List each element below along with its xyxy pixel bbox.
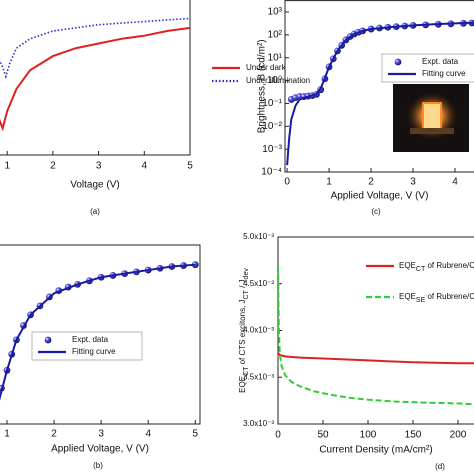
x-tick-label: 4 <box>145 429 151 440</box>
x-tick-label: 1 <box>326 177 332 188</box>
x-axis-label: Applied Voltage, V (V) <box>51 444 149 455</box>
plot-area <box>286 19 474 166</box>
y-tick-label: 3.0x10⁻³ <box>243 419 274 428</box>
x-tick-label: 2 <box>51 429 57 440</box>
legend-label: Under dark <box>246 63 287 72</box>
data-line <box>278 352 474 365</box>
x-tick-label: 3 <box>96 161 102 172</box>
plot-area <box>0 261 199 401</box>
y-tick-label: 4.0x10⁻³ <box>243 326 274 335</box>
y-tick-label: 10⁻¹ <box>262 98 282 109</box>
x-tick-label: 2 <box>368 177 374 188</box>
label-part: EQE <box>238 376 247 393</box>
y-tick-label: 3.5x10⁻³ <box>243 372 274 381</box>
label-part: CT <box>243 366 250 376</box>
label: EQECT of Rubrene/C60 <box>399 261 474 273</box>
legend-label: Fitting curve <box>72 347 116 356</box>
x-tick-label: 1 <box>4 429 10 440</box>
legend-label: Under illumination <box>246 76 310 85</box>
legend-marker <box>44 336 52 344</box>
x-axis-label: Current Density (mA/cm²) <box>319 445 432 456</box>
y-tick-label: 10³ <box>268 7 283 18</box>
plot-frame <box>0 244 201 425</box>
legend-box <box>31 331 143 361</box>
x-tick-label: 4 <box>452 177 458 188</box>
x-tick-label: 1 <box>4 161 10 172</box>
data-line <box>278 265 474 406</box>
x-axis-label: Voltage (V) <box>70 180 119 191</box>
y-tick-label: 10⁻⁴ <box>261 167 282 178</box>
y-tick-label: 4.5x10⁻³ <box>243 279 274 288</box>
x-tick-label: 4 <box>142 161 148 172</box>
label-part: dev <box>243 268 250 280</box>
caption: (a) <box>90 207 100 216</box>
label: EQECT of CTS excitons, JCT / Jdev <box>238 268 250 393</box>
panel: 0 1 2 3 4 10³ 10² 10¹ 10⁰ 10⁻¹ 10⁻² 10⁻³ 10⁻⁴ Applied… <box>257 0 474 216</box>
data-line <box>0 263 196 401</box>
label-part: SE <box>416 297 426 304</box>
x-tick-label: 50 <box>317 430 329 441</box>
legend-label: Expt. data <box>422 57 459 66</box>
label-part: of CTS excitons, J <box>238 299 247 366</box>
y-tick-label: 10¹ <box>268 52 283 63</box>
caption: (d) <box>435 462 445 471</box>
y-tick-label: 10⁰ <box>267 75 282 86</box>
caption: (c) <box>371 207 381 216</box>
label: EQESE of Rubrene/C60 <box>399 292 474 304</box>
x-tick-label: 0 <box>284 177 290 188</box>
x-tick-label: 200 <box>450 430 467 441</box>
x-tick-label: 5 <box>187 161 193 172</box>
x-tick-label: 0 <box>275 430 281 441</box>
data-line <box>0 26 190 132</box>
x-tick-label: 100 <box>360 430 377 441</box>
plot-area <box>0 17 190 132</box>
x-axis-label: Applied Voltage, V (V) <box>331 191 429 202</box>
label-part: EQE <box>399 292 416 301</box>
plot-area <box>278 265 474 406</box>
x-tick-label: 150 <box>405 430 422 441</box>
plot-frame <box>284 0 474 173</box>
label-part: CT <box>243 289 250 299</box>
label-part: CT <box>416 266 426 273</box>
y-axis-label: Brightness, B (cd/m²) <box>257 39 268 133</box>
label-part: of Rubrene/C <box>425 292 474 301</box>
caption: (b) <box>93 461 103 470</box>
data-line <box>0 17 190 80</box>
legend-label: Expt. data <box>72 335 109 344</box>
x-tick-label: 5 <box>193 429 199 440</box>
label-part: / J <box>238 279 247 290</box>
y-tick-label: 10² <box>268 30 283 41</box>
y-tick-label: 10⁻³ <box>262 144 282 155</box>
x-tick-label: 2 <box>50 161 56 172</box>
inset-photo <box>393 84 469 152</box>
x-tick-label: 3 <box>98 429 104 440</box>
panel: 0 50 100 150 200 5.0x10⁻³ 4.5x10⁻³ 4.0x10⁻³ 3.5x… <box>238 232 474 471</box>
data-line <box>286 21 474 166</box>
label-part: of Rubrene/C <box>425 261 474 270</box>
y-tick-label: 5.0x10⁻³ <box>243 232 274 241</box>
data-point <box>191 261 199 269</box>
x-tick-label: 3 <box>410 177 416 188</box>
plot-frame <box>0 0 191 156</box>
legend-label: Fitting curve <box>422 69 466 78</box>
panel: 1 2 3 4 5 Voltage (V) (a) Under dark Under illum… <box>0 0 310 216</box>
y-tick-label: 10⁻² <box>262 121 282 132</box>
panel: 1 2 3 4 5 Applied Voltage, V (V) (b) Expt. data… <box>0 244 201 470</box>
label-part: EQE <box>399 261 416 270</box>
legend-marker <box>394 58 402 66</box>
